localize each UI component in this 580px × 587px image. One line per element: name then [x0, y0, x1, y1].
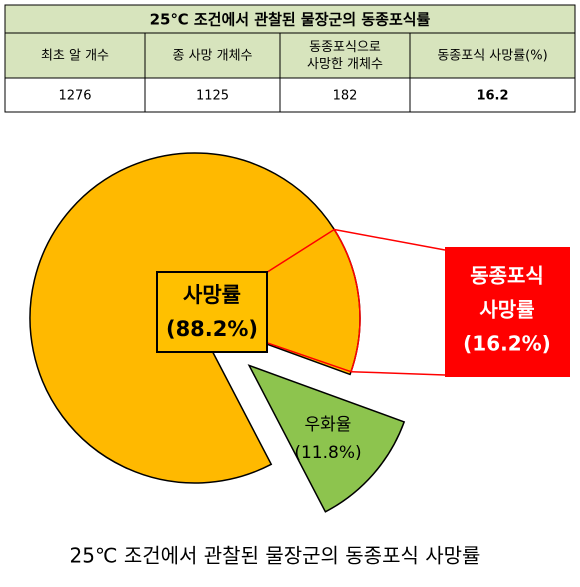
header-text: 종 사망 개체수 [172, 49, 252, 64]
highlight-wedge [257, 228, 361, 373]
slice-value: (11.8%) [294, 443, 361, 463]
cell-text: 16.2 [476, 89, 508, 104]
header-cell [144, 32, 281, 79]
header-cell [279, 32, 411, 79]
cell-text: 182 [333, 89, 358, 104]
highlight-value: (16.2%) [463, 332, 551, 356]
label-box [156, 271, 268, 353]
highlight-label: 사망률 [479, 298, 534, 322]
leader-line [350, 370, 446, 376]
cell [279, 77, 411, 113]
header-text: 사망한 개체수 [307, 57, 383, 72]
slice-label: 우화율 [305, 415, 352, 435]
cell [4, 77, 146, 113]
pie-slice [247, 364, 406, 513]
caption: 25℃ 조건에서 관찰된 물장군의 동종포식 사망률 [70, 544, 481, 568]
highlight-label: 동종포식 [470, 264, 544, 288]
cell [409, 77, 576, 113]
header-text: 동종포식 사망률(%) [437, 49, 547, 64]
slice-label: 사망률 [183, 283, 241, 307]
cell-text: 1125 [196, 89, 229, 104]
cell [144, 77, 281, 113]
header-text: 동종포식으로 [309, 40, 381, 55]
table-title-bg [4, 4, 576, 34]
slice-value: (88.2%) [166, 317, 258, 341]
header-cell [4, 32, 146, 79]
leader-line [334, 228, 446, 251]
cell-text: 1276 [58, 89, 91, 104]
header-text: 최초 알 개수 [41, 49, 109, 64]
highlight-box [445, 247, 570, 377]
table-title: 25℃ 조건에서 관찰된 물장군의 동종포식률 [150, 11, 431, 29]
